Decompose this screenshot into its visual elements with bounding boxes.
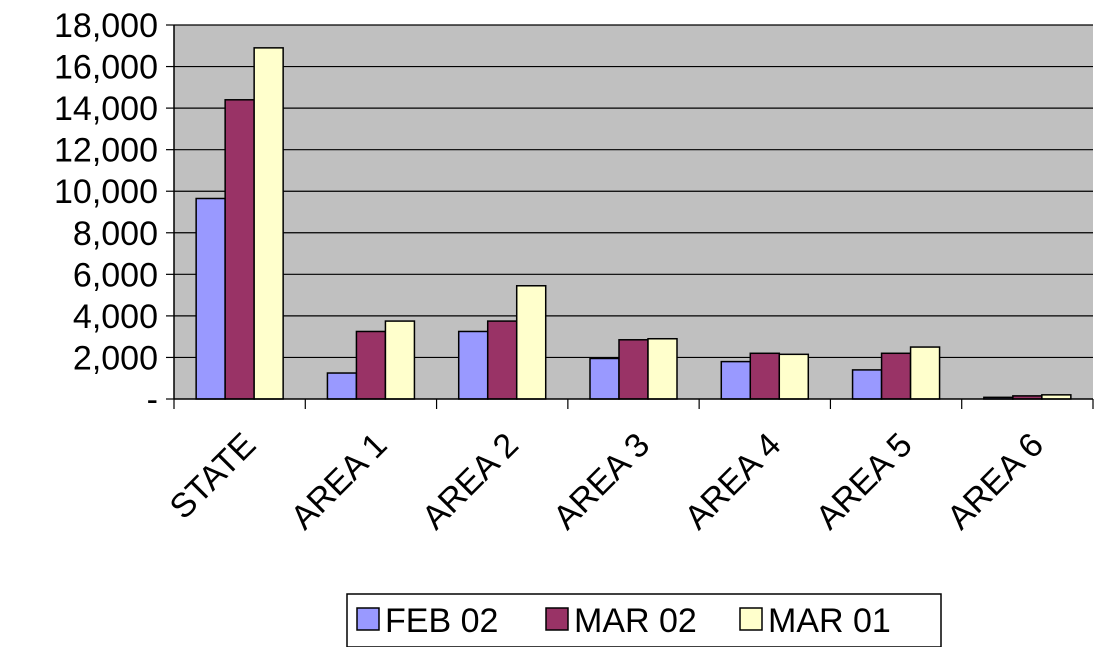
bar: [384, 320, 416, 400]
y-tick-label: 2,000: [73, 339, 158, 377]
plot-background: [174, 25, 1093, 399]
bar: [355, 330, 387, 400]
bar: [486, 320, 518, 400]
bar: [749, 352, 781, 400]
bars: [195, 47, 1072, 400]
axes: [173, 25, 1093, 400]
bar: [457, 330, 489, 400]
legend-label: MAR 02: [574, 602, 697, 640]
bar: [647, 337, 678, 400]
bar: [589, 357, 620, 400]
y-tick-label: 8,000: [73, 215, 158, 253]
x-tick-label: AREA 6: [940, 426, 1051, 537]
bar: [778, 353, 810, 400]
x-axis-ticks: STATE AREA 1 AREA 2 AREA 3 AREA 4 AREA 5 AREA …: [163, 399, 1094, 537]
y-tick-label: -: [147, 381, 158, 419]
legend-box: [346, 593, 942, 647]
bar: [253, 47, 284, 400]
y-tick-label: 14,000: [54, 90, 158, 128]
legend-swatch: [739, 607, 763, 631]
legend-swatch: [545, 607, 569, 631]
x-tick-label: AREA 4: [677, 426, 788, 537]
x-tick-label: AREA 5: [809, 426, 920, 537]
bar: [880, 352, 912, 400]
legend-swatch: [356, 607, 380, 631]
y-tick-label: 10,000: [54, 173, 158, 211]
gridlines: [174, 24, 1093, 359]
y-tick-label: 12,000: [54, 132, 158, 170]
bar: [195, 197, 226, 400]
legend-label: MAR 01: [768, 602, 891, 640]
x-tick-label: AREA 3: [546, 426, 657, 537]
bar: [909, 346, 941, 400]
bar: [851, 369, 883, 400]
bar: [326, 372, 358, 400]
bar: [618, 339, 649, 400]
bar: [224, 99, 255, 400]
x-tick-label: AREA 1: [284, 426, 395, 537]
y-tick-label: 6,000: [73, 256, 158, 294]
legend-label: FEB 02: [385, 602, 498, 640]
bar: [720, 360, 752, 400]
legend: FEB 02 MAR 02 MAR 01: [346, 593, 942, 647]
bar: [515, 285, 547, 400]
y-tick-label: 16,000: [54, 49, 158, 87]
y-tick-label: 4,000: [73, 298, 158, 336]
y-axis-ticks: -2,0004,0006,0008,00010,00012,00014,0001…: [54, 7, 174, 419]
x-tick-label: AREA 2: [415, 426, 526, 537]
y-tick-label: 18,000: [54, 7, 158, 45]
x-tick-label: STATE: [163, 426, 264, 527]
